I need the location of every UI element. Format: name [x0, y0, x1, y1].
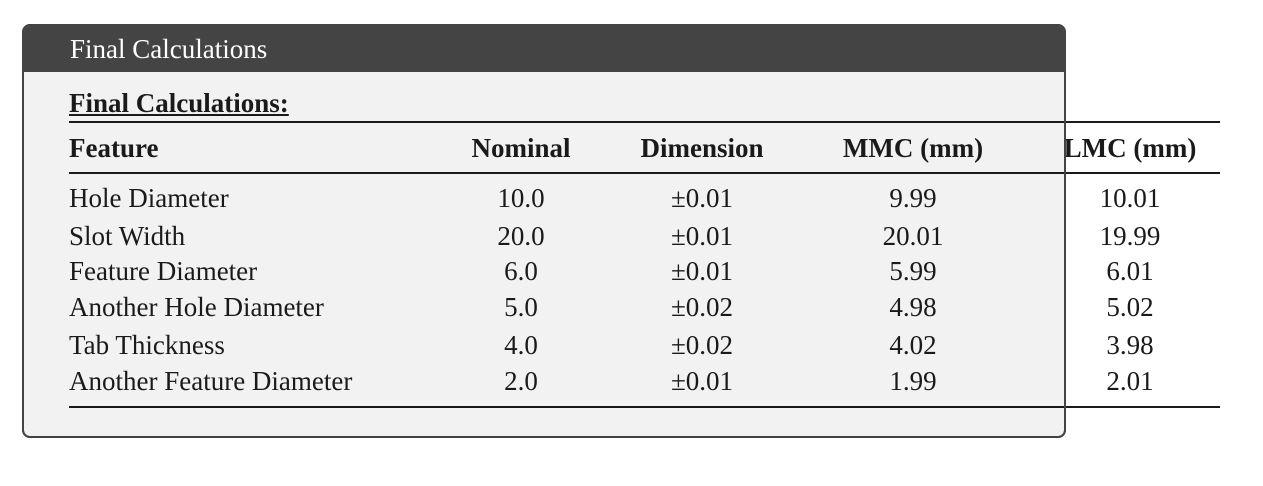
table-cell: 4.98 [889, 292, 937, 322]
table-cell: 10.01 [1099, 183, 1161, 213]
column-header: Dimension [640, 133, 764, 163]
column-header: LMC (mm) [1063, 133, 1197, 163]
table-cell: 9.99 [889, 183, 937, 213]
table-cell: 20.01 [882, 221, 944, 251]
column-header: MMC (mm) [842, 133, 984, 163]
table-cell: 6.0 [504, 256, 538, 286]
mid-rule [69, 172, 1220, 174]
panel-title: Final Calculations [70, 34, 268, 64]
table-cell: 3.98 [1106, 330, 1154, 360]
table-cell: 6.01 [1106, 256, 1154, 286]
table-cell: 4.02 [889, 330, 937, 360]
table-cell: 2.01 [1106, 366, 1154, 396]
table-cell: ±0.01 [670, 256, 734, 286]
table-cell: 2.0 [504, 366, 538, 396]
table-cell: 1.99 [889, 366, 937, 396]
column-header: Nominal [471, 133, 571, 163]
table-cell: ±0.01 [670, 221, 734, 251]
table-cell: ±0.01 [670, 183, 734, 213]
table-cell: Another Hole Diameter [69, 292, 324, 322]
table-cell: Tab Thickness [69, 330, 225, 360]
column-header: Feature [69, 133, 159, 163]
panel: Final Calculations [22, 24, 1066, 438]
table-cell: 19.99 [1099, 221, 1161, 251]
table-cell: 4.0 [504, 330, 538, 360]
table-cell: Slot Width [69, 221, 186, 251]
table-cell: ±0.02 [670, 330, 734, 360]
table-cell: Feature Diameter [69, 256, 258, 286]
panel-header: Final Calculations [24, 26, 1064, 72]
table-caption: Final Calculations: [69, 88, 289, 118]
table-cell: 5.0 [504, 292, 538, 322]
table-cell: 5.02 [1106, 292, 1154, 322]
table-cell: ±0.02 [670, 292, 734, 322]
bottom-rule [69, 406, 1220, 408]
top-rule [69, 121, 1220, 123]
table-cell: ±0.01 [670, 366, 734, 396]
table-cell: 5.99 [889, 256, 937, 286]
table-cell: 10.0 [497, 183, 545, 213]
table-cell: Another Feature Diameter [69, 366, 353, 396]
table-cell: Hole Diameter [69, 183, 229, 213]
table-cell: 20.0 [497, 221, 545, 251]
